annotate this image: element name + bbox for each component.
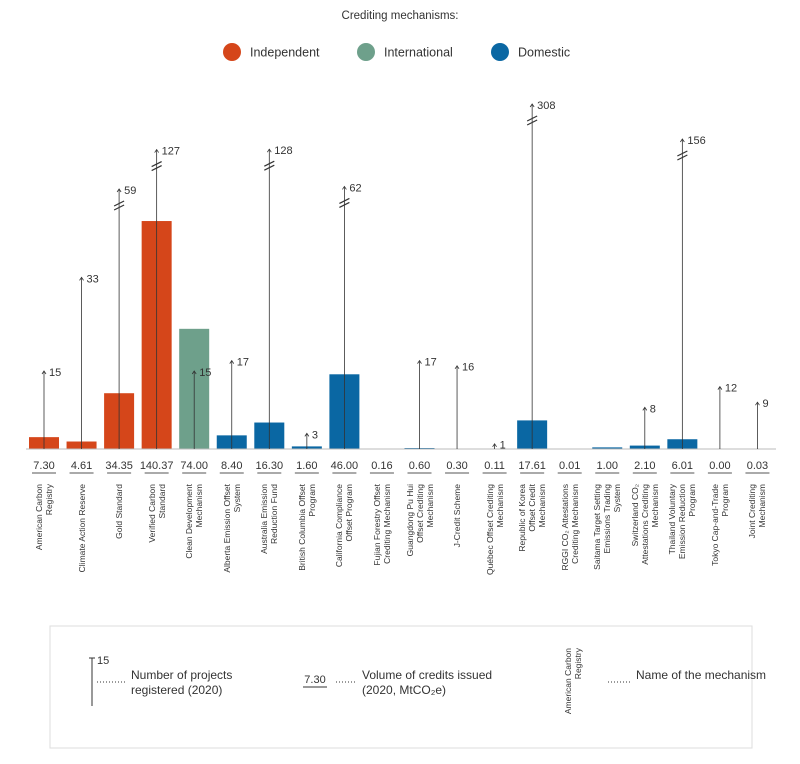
project-label: 15 [199,367,211,379]
value-label: 6.01 [672,460,693,472]
category-label: Switzerland CO₂ Attestations Crediting M… [629,484,660,565]
legend-swatch [357,43,375,61]
project-cap [154,148,159,153]
project-label: 9 [762,398,768,410]
project-label: 308 [537,100,555,112]
key-volume-label: Volume of credits issued (2020, MtCO₂e) [362,668,493,697]
legend-label: International [384,45,453,59]
project-label: 17 [237,357,249,369]
value-label: 16.30 [256,460,284,472]
value-label: 0.30 [446,460,467,472]
category-label: California Compliance Offset Program [334,484,355,568]
key-box [49,625,753,749]
project-cap [529,103,535,108]
project-label: 15 [49,367,61,379]
category-label: Gold Standard [114,484,125,539]
project-cap [642,406,648,411]
value-label: 0.11 [484,460,505,472]
value-label: 7.30 [33,460,54,472]
value-label: 140.37 [140,460,174,472]
project-cap [755,401,760,406]
value-label: 1.60 [296,460,317,472]
project-cap [116,188,122,193]
break-symbol [677,150,688,161]
category-label: Clean Development Mechanism [184,484,205,559]
project-cap [191,370,197,375]
value-label: 2.10 [634,460,655,472]
project-cap [417,359,422,364]
value-label: 8.40 [221,460,242,472]
category-label: Alberta Emission Offset System [221,484,242,573]
key-volume-example: 7.30 [304,674,325,686]
project-label: 156 [687,135,705,147]
project-cap [304,432,310,437]
project-cap [79,276,84,281]
legend-title: Crediting mechanisms: [342,10,459,22]
value-label: 1.00 [597,460,618,472]
break-symbol [339,197,350,208]
key-projects-label: Number of projects registered (2020) [131,668,233,697]
value-label: 74.00 [180,460,208,472]
category-label: J-Credit Scheme [452,484,463,548]
bar [592,447,623,449]
category-label: Guangdong Pu Hui Offset Crediting Mechan… [404,484,435,557]
project-label: 1 [500,440,506,452]
value-label: 17.61 [518,460,546,472]
category-label: Joint Crediting Mechanism [747,484,768,539]
project-cap [229,359,235,364]
break-symbol [151,161,162,172]
project-label: 8 [650,403,656,415]
project-label: 33 [87,273,99,285]
project-label: 127 [162,145,180,157]
category-label: Fujian Forestry Offset Crediting Mechani… [371,484,392,566]
value-label: 0.16 [371,460,392,472]
project-cap [454,365,460,370]
project-label: 59 [124,185,136,197]
category-label: British Columbia Offset Program [296,484,317,571]
break-symbol [526,115,538,126]
legend-swatch [223,43,241,61]
project-cap [492,443,497,448]
key-name-example: American Carbon Registry [563,648,583,715]
value-label: 34.35 [105,460,133,472]
key-name-label: Name of the mechanism [636,668,767,682]
legend-swatch [491,43,509,61]
project-label: 16 [462,362,474,374]
project-label: 3 [312,429,318,441]
category-label: RGGI CO₂ Attestations Crediting Mechanis… [559,484,580,571]
project-cap [680,138,685,143]
project-label: 128 [274,145,292,157]
project-label: 17 [425,357,437,369]
break-symbol [264,160,275,171]
category-label: Verified Carbon Standard [146,484,167,543]
category-label: Australia Emission Reduction Fund [259,484,280,554]
category-label: Québec Offset Crediting Mechanism [484,484,505,576]
legend-label: Domestic [518,45,570,59]
category-label: Climate Action Reserve [76,484,87,573]
category-label: Tokyo Cap-and-Trade Program [709,484,730,566]
project-cap [717,385,723,390]
value-label: 0.01 [559,460,580,472]
value-label: 0.60 [409,460,430,472]
value-label: 4.61 [71,460,92,472]
key-projects-example: 15 [97,655,109,667]
project-label: 62 [349,182,361,194]
break-symbol [113,200,125,211]
project-cap [266,148,272,153]
value-label: 0.00 [709,460,730,472]
category-label: Thailand Voluntary Emission Reduction Pr… [667,484,698,560]
category-label: Saitama Target Setting Emissions Trading… [592,484,623,570]
category-label: American Carbon Registry [34,484,54,551]
legend-label: Independent [250,45,320,59]
value-label: 46.00 [331,460,359,472]
value-label: 0.03 [747,460,768,472]
project-label: 12 [725,383,737,395]
category-label: Republic of Korea Offset Credit Mechanis… [517,484,548,552]
project-cap [41,370,47,375]
project-cap [342,185,347,190]
